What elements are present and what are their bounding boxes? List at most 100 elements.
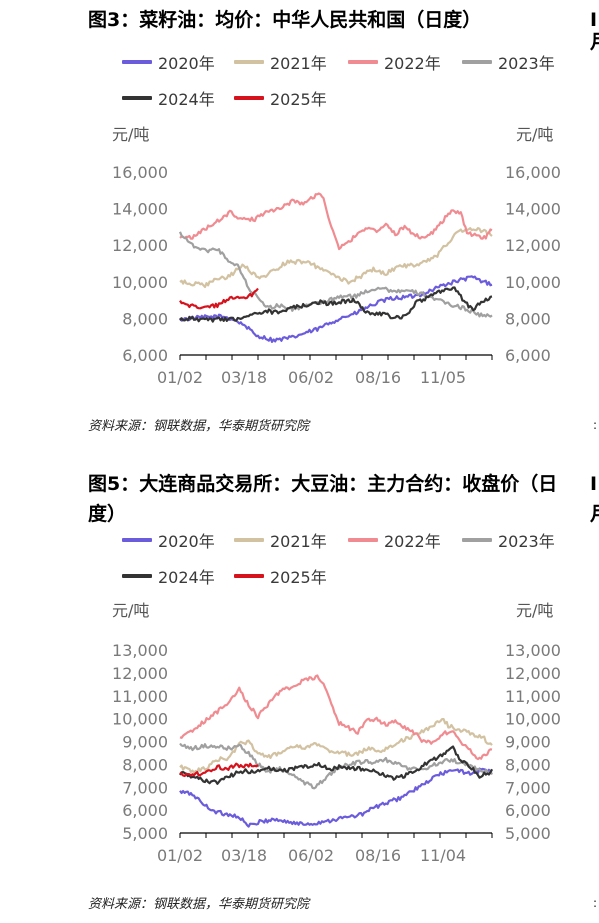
clipped-edge-mark: : — [593, 418, 598, 432]
chart-title: 图5：大连商品交易所：大豆油：主力合约：收盘价（日 — [88, 473, 558, 495]
legend-label: 2023年 — [498, 54, 555, 73]
y-tick-right: 12,000 — [505, 664, 561, 683]
clipped-edge-text: 月 — [590, 26, 599, 58]
legend-item-2023: 2023年 — [462, 525, 555, 555]
y-tick-right: 14,000 — [505, 200, 561, 219]
y-tick-right: 13,000 — [505, 641, 561, 660]
clipped-edge-text: 月 — [590, 498, 599, 530]
legend-swatch — [122, 60, 152, 64]
y-tick-right: 11,000 — [505, 687, 561, 706]
y-tick-right: 7,000 — [505, 778, 551, 797]
legend-swatch — [122, 96, 152, 100]
y-tick-left: 10,000 — [112, 273, 168, 292]
legend-item-2025: 2025年 — [234, 561, 327, 591]
series-line-2022年 — [179, 192, 493, 251]
source-note: 资料来源：钢联数据，华泰期货研究院 — [88, 897, 310, 912]
series-line-2024年 — [179, 745, 493, 785]
legend-swatch — [462, 538, 492, 542]
legend-label: 2022年 — [384, 54, 441, 73]
series-line-2022年 — [179, 674, 493, 761]
legend-item-2022: 2022年 — [348, 525, 441, 555]
series-line-2023年 — [179, 742, 493, 790]
legend-swatch — [234, 538, 264, 542]
y-tick-right: 6,000 — [505, 801, 551, 820]
legend-label: 2024年 — [158, 568, 215, 587]
chart-plot-2: 元/吨 元/吨 5,000 5,000 6,000 6,000 7,000 7,000 8,00… — [112, 601, 561, 865]
series-line-2025年 — [179, 762, 259, 778]
legend-item-2022: 2022年 — [348, 47, 441, 77]
y-tick-left: 6,000 — [122, 346, 168, 365]
legend-swatch — [234, 574, 264, 578]
y-tick-right: 8,000 — [505, 755, 551, 774]
chart-plot-1: 元/吨 元/吨 6,000 6,000 8,000 8,000 10,000 10,000 12… — [112, 125, 561, 387]
legend-label: 2021年 — [270, 532, 327, 551]
x-tick-label: 06/02 — [288, 846, 334, 865]
legend-item-2021: 2021年 — [234, 525, 327, 555]
y-tick-right: 5,000 — [505, 824, 551, 843]
y-tick-left: 5,000 — [122, 824, 168, 843]
legend-label: 2024年 — [158, 90, 215, 109]
source-note: 资料来源：钢联数据，华泰期货研究院 — [88, 419, 310, 434]
y-tick-left: 14,000 — [112, 200, 168, 219]
legend-label: 2021年 — [270, 54, 327, 73]
legend-item-2021: 2021年 — [234, 47, 327, 77]
y-tick-right: 12,000 — [505, 236, 561, 255]
legend-item-2025: 2025年 — [234, 83, 327, 113]
y-tick-left: 7,000 — [122, 778, 168, 797]
y-tick-left: 16,000 — [112, 163, 168, 182]
legend-swatch — [462, 60, 492, 64]
legend-label: 2022年 — [384, 532, 441, 551]
chart-title-line2: 度） — [88, 503, 127, 525]
series-line-2023年 — [178, 231, 493, 318]
x-tick-label: 08/16 — [355, 368, 401, 387]
y-tick-left: 12,000 — [112, 236, 168, 255]
legend-swatch — [348, 60, 378, 64]
series-line-2024年 — [179, 286, 493, 323]
y-tick-left: 11,000 — [112, 687, 168, 706]
x-tick-label: 03/18 — [221, 368, 267, 387]
y-tick-right: 6,000 — [505, 346, 551, 365]
series-line-2020年 — [179, 275, 493, 343]
legend-swatch — [122, 538, 152, 542]
legend-swatch — [234, 96, 264, 100]
y-tick-left: 8,000 — [122, 309, 168, 328]
y-unit-right: 元/吨 — [516, 601, 553, 620]
x-tick-label: 01/02 — [157, 846, 203, 865]
legend-label: 2025年 — [270, 568, 327, 587]
series-line-2025年 — [179, 287, 259, 310]
series-line-2021年 — [179, 717, 493, 774]
y-tick-left: 8,000 — [122, 755, 168, 774]
series-line-2020年 — [179, 767, 493, 828]
legend-label: 2020年 — [158, 532, 215, 551]
legend-label: 2023年 — [498, 532, 555, 551]
legend-item-2020: 2020年 — [122, 47, 215, 77]
y-tick-left: 10,000 — [112, 710, 168, 729]
legend-item-2024: 2024年 — [122, 561, 215, 591]
legend-swatch — [234, 60, 264, 64]
y-tick-left: 9,000 — [122, 733, 168, 752]
y-tick-left: 13,000 — [112, 641, 168, 660]
clipped-edge-text: I — [590, 473, 598, 495]
x-tick-label: 11/05 — [420, 368, 466, 387]
y-tick-right: 8,000 — [505, 309, 551, 328]
x-tick-label: 06/02 — [288, 368, 334, 387]
legend-swatch — [122, 574, 152, 578]
chart-title: 图3：菜籽油：均价：中华人民共和国（日度） — [88, 9, 482, 31]
y-tick-left: 6,000 — [122, 801, 168, 820]
y-tick-right: 9,000 — [505, 733, 551, 752]
clipped-edge-text: I — [590, 9, 598, 31]
legend-label: 2025年 — [270, 90, 327, 109]
legend-item-2023: 2023年 — [462, 47, 555, 77]
legend-item-2024: 2024年 — [122, 83, 215, 113]
y-tick-right: 10,000 — [505, 273, 561, 292]
x-tick-label: 11/04 — [420, 846, 466, 865]
y-unit-left: 元/吨 — [112, 125, 149, 144]
legend-label: 2020年 — [158, 54, 215, 73]
y-tick-left: 12,000 — [112, 664, 168, 683]
clipped-edge-mark: : — [593, 896, 598, 910]
legend-item-2020: 2020年 — [122, 525, 215, 555]
x-tick-label: 08/16 — [355, 846, 401, 865]
y-tick-right: 10,000 — [505, 710, 561, 729]
x-tick-label: 01/02 — [157, 368, 203, 387]
y-tick-right: 16,000 — [505, 163, 561, 182]
